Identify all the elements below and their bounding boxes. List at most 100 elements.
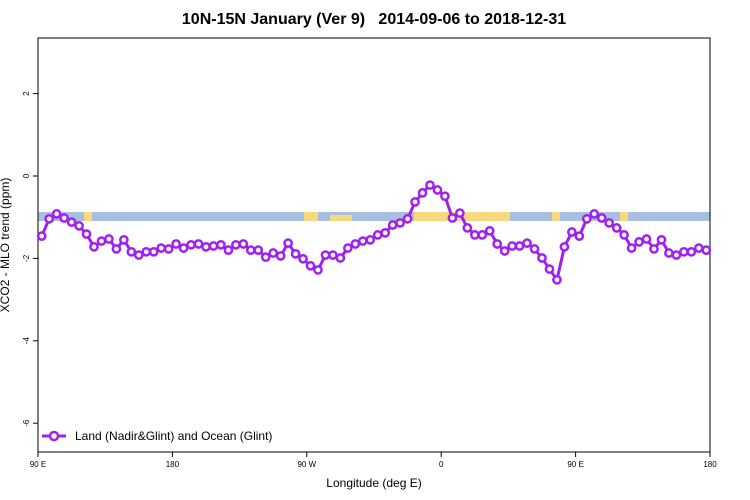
- data-point: [671, 250, 682, 260]
- data-point: [283, 238, 293, 248]
- data-point: [268, 248, 279, 258]
- land-patch: [620, 212, 628, 221]
- data-point: [320, 250, 331, 260]
- data-point: [313, 265, 323, 275]
- data-point: [59, 213, 69, 223]
- data-point: [343, 243, 353, 253]
- data-point: [589, 209, 600, 219]
- data-point: [484, 225, 495, 236]
- data-point: [626, 243, 637, 253]
- data-point: [686, 246, 697, 257]
- data-point: [119, 235, 129, 245]
- data-point: [148, 246, 159, 257]
- land-patch: [84, 212, 92, 221]
- data-point: [141, 246, 152, 257]
- data-point: [455, 208, 465, 218]
- data-point: [178, 243, 189, 253]
- data-point: [544, 264, 555, 274]
- x-tick-label: 90 W: [297, 460, 316, 469]
- data-point: [231, 239, 241, 250]
- data-point: [567, 227, 577, 237]
- data-point: [492, 239, 503, 249]
- data-point: [701, 245, 712, 255]
- data-point: [163, 244, 174, 254]
- data-point: [186, 239, 196, 250]
- data-point: [156, 243, 167, 253]
- data-point: [641, 234, 652, 244]
- data-point: [611, 223, 622, 233]
- data-point: [126, 246, 137, 257]
- data-point: [133, 250, 144, 260]
- data-point: [440, 191, 450, 202]
- land-patch: [330, 215, 352, 221]
- data-point: [171, 239, 181, 249]
- data-point: [201, 242, 211, 252]
- data-point: [693, 243, 704, 253]
- data-point: [357, 236, 368, 246]
- data-point: [596, 213, 607, 223]
- data-point: [499, 246, 510, 256]
- data-point: [208, 241, 219, 251]
- data-point: [372, 230, 383, 240]
- data-point: [111, 244, 122, 254]
- data-point: [417, 188, 428, 198]
- x-tick-label: 90 E: [567, 460, 583, 469]
- data-point: [253, 245, 264, 255]
- data-point: [380, 227, 391, 238]
- y-tick-label: 0: [22, 173, 31, 178]
- data-point: [260, 252, 271, 263]
- legend: Land (Nadir&Glint) and Ocean (Glint): [42, 429, 272, 443]
- x-tick-label: 90 E: [30, 460, 46, 469]
- data-point: [649, 244, 659, 254]
- data-point: [223, 245, 234, 255]
- data-point: [275, 251, 286, 261]
- data-point: [305, 260, 316, 271]
- data-point: [216, 239, 226, 250]
- data-point: [387, 220, 398, 230]
- data-point: [619, 230, 629, 240]
- data-point: [44, 213, 55, 224]
- data-point: [335, 253, 346, 263]
- data-point: [477, 230, 488, 240]
- data-point: [679, 246, 689, 257]
- plot-frame: [37, 37, 711, 453]
- data-point: [81, 229, 92, 239]
- data-point: [245, 245, 256, 255]
- data-point: [402, 213, 413, 224]
- ocean-band: [38, 212, 710, 221]
- y-tick-label: 2: [22, 91, 31, 96]
- data-point: [552, 274, 562, 285]
- data-point: [529, 244, 540, 254]
- data-point: [410, 197, 420, 207]
- data-point: [574, 231, 585, 241]
- y-tick-label: -2: [22, 254, 31, 262]
- x-axis-label: Longitude (deg E): [326, 476, 421, 490]
- data-point: [581, 213, 592, 224]
- data-point: [447, 213, 458, 223]
- data-point: [395, 218, 405, 228]
- data-point: [522, 238, 532, 248]
- data-point: [604, 218, 615, 228]
- data-point: [432, 185, 443, 195]
- data-point: [350, 239, 361, 249]
- data-point: [96, 236, 107, 246]
- data-point: [559, 242, 570, 252]
- x-tick-label: 180: [703, 460, 717, 469]
- y-axis-label: XCO2 - MLO trend (ppm): [0, 178, 12, 313]
- data-point: [664, 248, 674, 258]
- data-point: [328, 250, 338, 260]
- data-point: [537, 253, 547, 263]
- data-point: [51, 209, 62, 219]
- data-point: [514, 241, 525, 251]
- data-point: [365, 235, 376, 245]
- legend-label: Land (Nadir&Glint) and Ocean (Glint): [75, 429, 272, 443]
- data-point: [425, 180, 435, 190]
- data-point: [89, 242, 99, 252]
- land-patch: [552, 212, 560, 221]
- data-point: [656, 235, 667, 245]
- data-point: [462, 223, 473, 233]
- data-point: [193, 239, 204, 249]
- x-tick-label: 0: [439, 460, 444, 469]
